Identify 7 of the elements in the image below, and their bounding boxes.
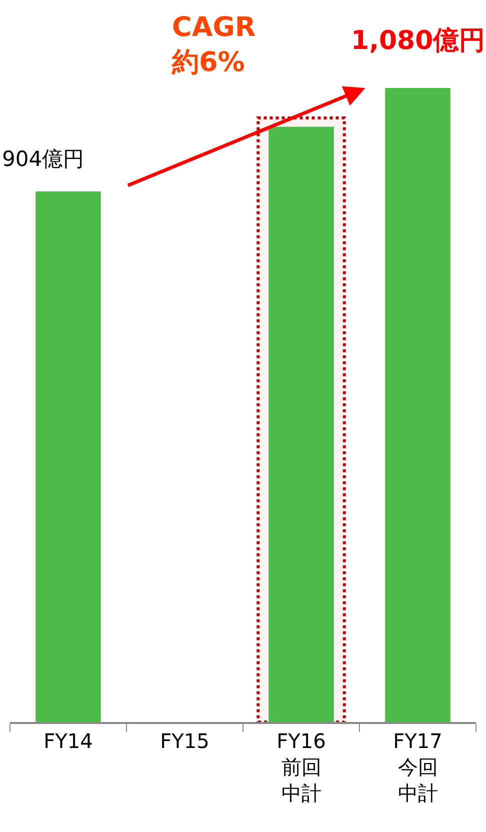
x-tick-label: FY15 [160, 728, 210, 753]
x-tick-label: FY14 [44, 728, 93, 753]
x-tick-label: FY16前回中計 [276, 728, 326, 805]
data-label: 1,080億円 [351, 26, 486, 56]
x-tick-label: FY17今回中計 [393, 728, 442, 805]
data-label: 904億円 [2, 147, 84, 171]
text: CAGR 約6% [171, 12, 256, 78]
